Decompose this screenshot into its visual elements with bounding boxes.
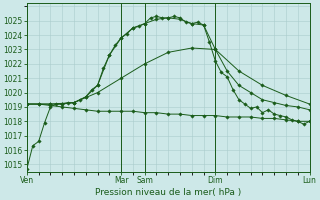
- X-axis label: Pression niveau de la mer( hPa ): Pression niveau de la mer( hPa ): [95, 188, 241, 197]
